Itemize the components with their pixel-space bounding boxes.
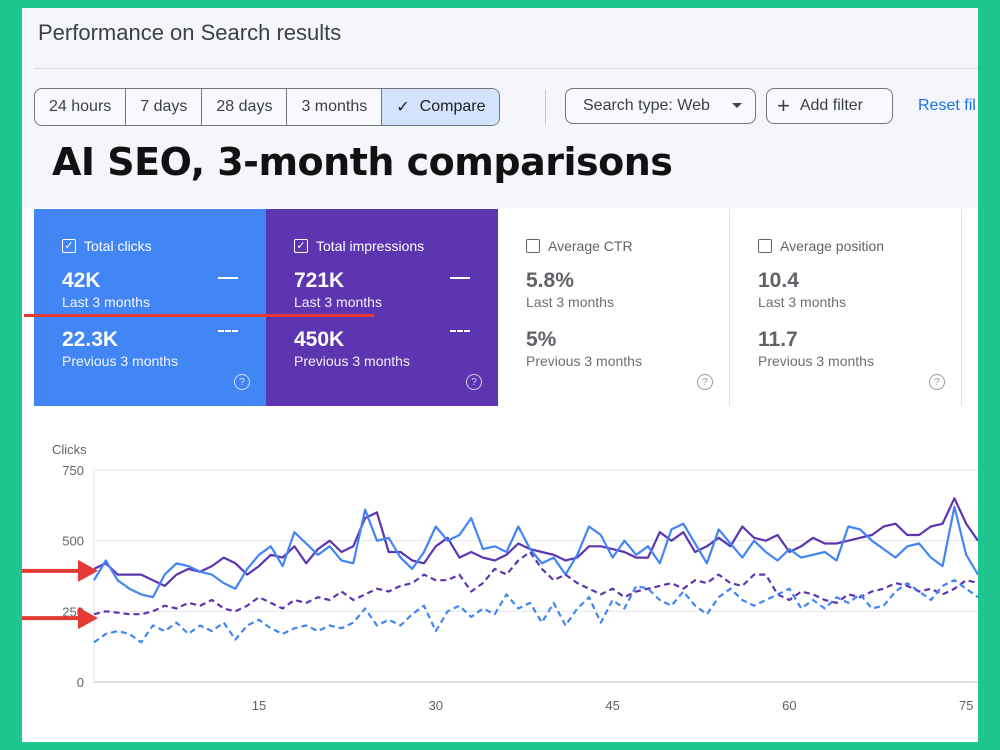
metric-prev-value: 5% <box>526 328 557 351</box>
x-tick-label: 45 <box>605 698 619 713</box>
top-panel: Performance on Search results 24 hours 7… <box>22 8 978 208</box>
metric-value: 42K <box>62 269 101 292</box>
search-type-label: Search type: Web <box>583 97 710 114</box>
plus-icon: + <box>777 93 790 118</box>
checkbox-unchecked-icon[interactable] <box>526 239 540 253</box>
date-range-3-months[interactable]: 3 months <box>287 89 383 125</box>
help-icon[interactable]: ? <box>466 374 482 390</box>
metric-period: Last 3 months <box>526 294 614 310</box>
metric-label-row: Average position <box>758 237 961 255</box>
date-range-28-days[interactable]: 28 days <box>202 89 288 125</box>
y-axis-label: Clicks <box>52 442 87 457</box>
series-line-1 <box>93 505 978 599</box>
compare-button[interactable]: ✓ Compare <box>382 89 500 125</box>
date-range-24-hours[interactable]: 24 hours <box>35 89 127 125</box>
search-type-dropdown[interactable]: Search type: Web <box>565 88 756 124</box>
y-tick-label: 750 <box>62 463 84 478</box>
metric-value: 5.8% <box>526 269 574 292</box>
solid-line-legend-icon <box>450 277 470 279</box>
metric-value: 721K <box>294 269 345 292</box>
metric-prev-period: Previous 3 months <box>62 353 178 369</box>
metric-value: 10.4 <box>758 269 799 292</box>
toolbar-divider <box>545 90 546 124</box>
metric-label: Total impressions <box>316 238 425 254</box>
date-range-7-days[interactable]: 7 days <box>126 89 203 125</box>
dropdown-caret-icon <box>732 103 742 108</box>
annotation-arrow-head-1 <box>78 607 98 630</box>
metric-prev-value: 11.7 <box>758 328 798 351</box>
help-icon[interactable]: ? <box>234 374 250 390</box>
metric-cards: ✓ Total clicks 42K Last 3 months 22.3K P… <box>34 209 962 406</box>
metric-card-average-position[interactable]: Average position 10.4 Last 3 months 11.7… <box>730 209 962 406</box>
page-title: Performance on Search results <box>38 20 342 45</box>
metric-prev-value: 22.3K <box>62 328 119 351</box>
metric-prev-value: 450K <box>294 328 345 351</box>
x-tick-label: 75 <box>959 698 973 713</box>
metric-prev-period: Previous 3 months <box>526 353 642 369</box>
check-icon: ✓ <box>396 99 410 116</box>
series-line-2 <box>93 550 978 616</box>
annotation-underline <box>24 314 374 317</box>
metric-card-total-clicks[interactable]: ✓ Total clicks 42K Last 3 months 22.3K P… <box>34 209 266 406</box>
metric-period: Last 3 months <box>294 294 382 310</box>
header-divider <box>34 68 978 69</box>
date-range-selector: 24 hours 7 days 28 days 3 months ✓ Compa… <box>34 88 501 126</box>
annotation-arrow-head-0 <box>78 559 98 582</box>
metric-prev-period: Previous 3 months <box>758 353 874 369</box>
chart-area: Clicks 0 250 500 750 15 30 45 60 75 <box>22 406 978 742</box>
metric-label: Average CTR <box>548 238 633 254</box>
series-line-3 <box>93 579 978 644</box>
reset-filters-link[interactable]: Reset fil <box>918 97 976 114</box>
metric-label-row: ✓ Total impressions <box>294 237 498 255</box>
metric-period: Last 3 months <box>758 294 846 310</box>
metric-label: Average position <box>780 238 885 254</box>
solid-line-legend-icon <box>218 277 238 279</box>
dashed-line-legend-icon <box>450 330 470 332</box>
x-tick-label: 15 <box>252 698 266 713</box>
metric-prev-period: Previous 3 months <box>294 353 410 369</box>
checkbox-unchecked-icon[interactable] <box>758 239 772 253</box>
compare-label: Compare <box>419 98 486 115</box>
y-tick-label: 0 <box>77 675 84 690</box>
x-tick-label: 60 <box>782 698 796 713</box>
series-line-0 <box>93 497 978 587</box>
dashed-line-legend-icon <box>218 330 238 332</box>
help-icon[interactable]: ? <box>929 374 945 390</box>
y-tick-label: 500 <box>62 534 84 549</box>
metric-label-row: ✓ Total clicks <box>62 237 266 255</box>
add-filter-label: Add filter <box>799 97 863 114</box>
checkbox-checked-icon[interactable]: ✓ <box>294 239 308 253</box>
checkbox-checked-icon[interactable]: ✓ <box>62 239 76 253</box>
metric-label-row: Average CTR <box>526 237 729 255</box>
x-tick-label: 30 <box>429 698 443 713</box>
metric-card-total-impressions[interactable]: ✓ Total impressions 721K Last 3 months 4… <box>266 209 498 406</box>
metric-label: Total clicks <box>84 238 152 254</box>
metric-card-average-ctr[interactable]: Average CTR 5.8% Last 3 months 5% Previo… <box>498 209 730 406</box>
add-filter-button[interactable]: + Add filter <box>766 88 893 124</box>
headline-overlay: AI SEO, 3-month comparisons <box>52 140 673 184</box>
metric-period: Last 3 months <box>62 294 150 310</box>
help-icon[interactable]: ? <box>697 374 713 390</box>
screenshot-frame: Performance on Search results 24 hours 7… <box>22 8 978 742</box>
